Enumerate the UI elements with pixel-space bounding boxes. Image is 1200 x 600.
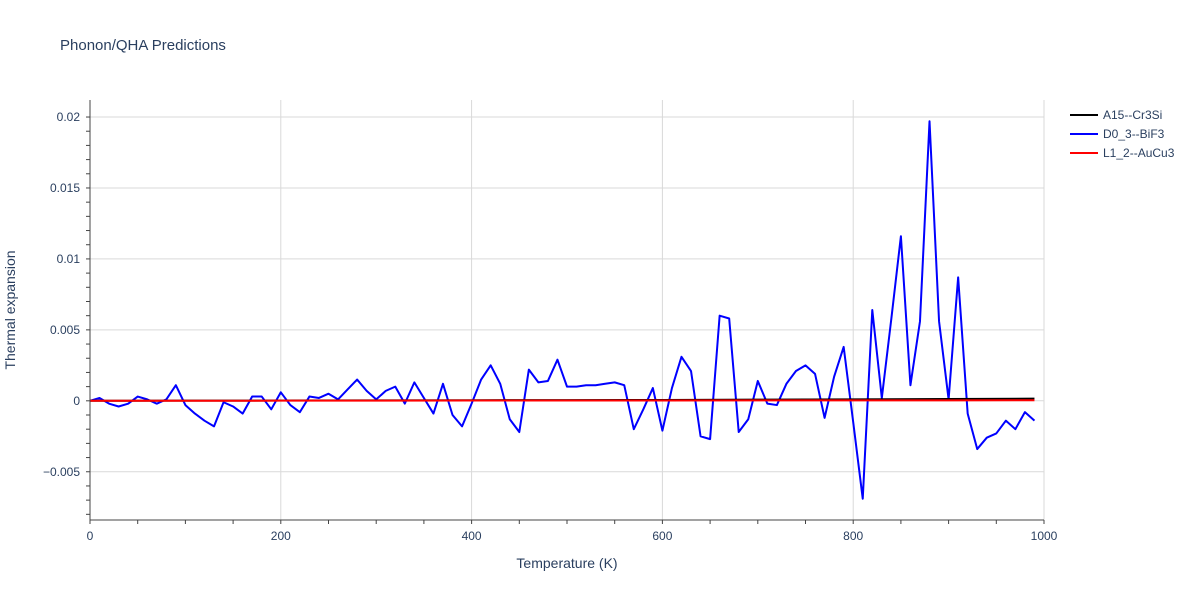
y-axis-ticks: −0.005 0 0.005 0.01 0.015 0.02	[43, 110, 80, 479]
chart-title: Phonon/QHA Predictions	[60, 37, 226, 54]
y-tick-label: 0.015	[50, 181, 80, 195]
legend-label: D0_3--BiF3	[1103, 127, 1165, 141]
x-tick-label: 1000	[1031, 529, 1058, 543]
x-gridlines	[280, 100, 1045, 520]
legend-label: A15--Cr3Si	[1103, 108, 1162, 122]
y-tick-label: 0.01	[57, 252, 81, 266]
axes	[86, 100, 1045, 524]
legend: A15--Cr3Si D0_3--BiF3 L1_2--AuCu3	[1070, 108, 1175, 160]
y-axis-title: Thermal expansion	[2, 250, 18, 369]
series-line-d0-3-bif3	[89, 120, 1036, 500]
y-tick-label: 0	[73, 394, 80, 408]
x-axis-ticks: 0 200 400 600 800 1000	[87, 529, 1058, 543]
x-tick-label: 200	[271, 529, 291, 543]
x-axis-title: Temperature (K)	[516, 555, 617, 571]
x-tick-label: 0	[87, 529, 94, 543]
legend-label: L1_2--AuCu3	[1103, 146, 1175, 160]
y-tick-label: 0.005	[50, 323, 80, 337]
plot-area	[89, 120, 1036, 500]
x-tick-label: 400	[462, 529, 482, 543]
y-gridlines	[90, 116, 1044, 473]
x-tick-label: 600	[652, 529, 672, 543]
y-tick-label: 0.02	[57, 110, 81, 124]
x-tick-label: 800	[843, 529, 863, 543]
series-line-l1-2-aucu3	[90, 399, 1035, 402]
y-tick-label: −0.005	[43, 465, 80, 479]
